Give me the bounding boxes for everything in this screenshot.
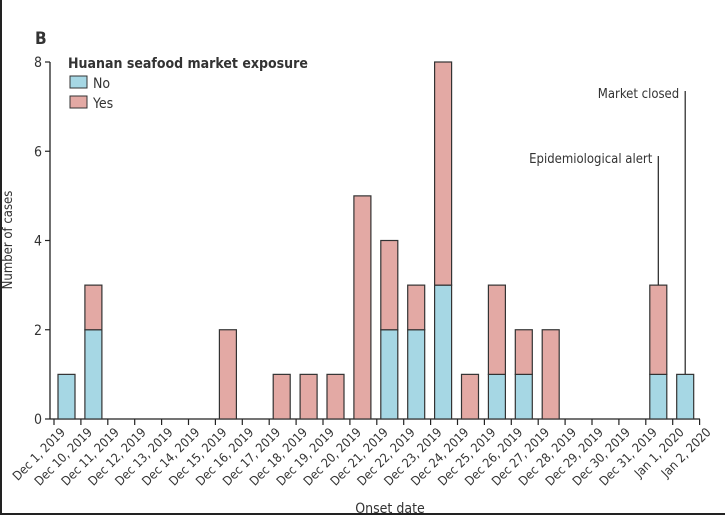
y-tick-label: 0 bbox=[34, 412, 42, 428]
panel-label: B bbox=[35, 29, 47, 49]
x-axis-label: Onset date bbox=[355, 501, 425, 515]
annotation-label: Market closed bbox=[598, 87, 679, 102]
bar-yes bbox=[299, 373, 318, 420]
legend-swatch-no bbox=[69, 75, 88, 89]
bar-yes bbox=[514, 329, 533, 375]
bar-yes bbox=[84, 284, 103, 331]
bar-no bbox=[380, 329, 399, 420]
y-tick-label: 4 bbox=[34, 234, 42, 250]
bar-yes bbox=[460, 373, 480, 420]
bar-yes bbox=[353, 195, 372, 420]
bar-no bbox=[649, 373, 668, 420]
bar-no bbox=[676, 373, 695, 420]
bar-yes bbox=[487, 284, 506, 375]
legend-label-yes: Yes bbox=[92, 96, 113, 112]
y-axis-label: Number of cases bbox=[1, 191, 16, 290]
bar-yes bbox=[407, 284, 426, 331]
annotation-label: Epidemiological alert bbox=[529, 152, 653, 167]
bar-no bbox=[84, 329, 103, 420]
bar-yes bbox=[380, 239, 399, 331]
bar-yes bbox=[541, 329, 560, 420]
legend-label-no: No bbox=[93, 76, 110, 92]
bar-yes bbox=[434, 61, 453, 286]
bar-yes bbox=[326, 373, 345, 420]
bar-yes bbox=[649, 284, 668, 375]
y-tick-label: 8 bbox=[34, 55, 42, 71]
bar-yes bbox=[218, 329, 237, 420]
legend-swatch-yes bbox=[69, 95, 88, 109]
y-tick-label: 2 bbox=[34, 323, 42, 339]
bar-no bbox=[57, 373, 76, 420]
bar-no bbox=[434, 284, 453, 420]
bar-no bbox=[487, 373, 506, 420]
bar-no bbox=[407, 329, 426, 420]
bar-no bbox=[514, 373, 533, 420]
legend-title: Huanan seafood market exposure bbox=[68, 56, 308, 72]
bar-yes bbox=[272, 373, 291, 420]
y-tick-label: 6 bbox=[34, 144, 42, 160]
